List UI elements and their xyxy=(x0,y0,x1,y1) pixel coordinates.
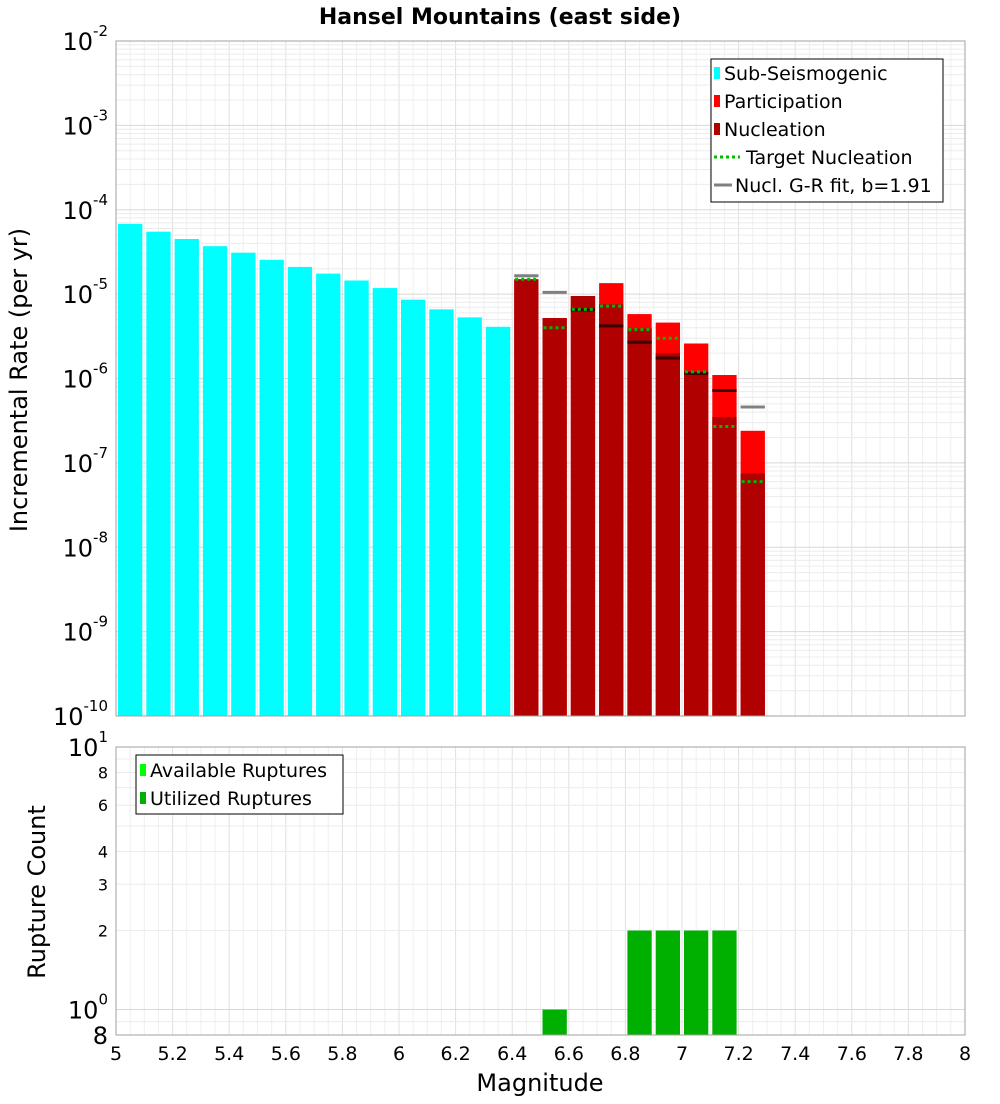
top-y-tick-label: 10-8 xyxy=(62,528,108,562)
x-tick-label: 7 xyxy=(676,1043,688,1065)
bottom-legend-label-0: Available Ruptures xyxy=(150,760,327,782)
top-plot: 10-2 10-3 10-4 10-5 10-6 10-7 10-8 10-9 10-10 Sub… xyxy=(53,22,966,731)
sub-seismogenic-bar xyxy=(344,280,369,716)
top-y-tick-label: 10-4 xyxy=(62,191,108,225)
x-tick-label: 5.4 xyxy=(214,1043,244,1065)
top-y-tick-label: 10-9 xyxy=(62,613,108,647)
top-y-tick-label: 10-6 xyxy=(62,360,108,394)
top-y-tick-label: 10-5 xyxy=(62,275,108,309)
utilized-ruptures-bar xyxy=(627,930,652,1035)
legend-swatch-2 xyxy=(714,123,720,135)
nucleation-bar xyxy=(655,353,680,716)
x-tick-label: 5.8 xyxy=(327,1043,357,1065)
x-tick-label: 7.4 xyxy=(780,1043,810,1065)
utilized-ruptures-bar xyxy=(655,930,680,1035)
x-tick-label: 8 xyxy=(959,1043,971,1065)
bottom-y-tick-label: 3 xyxy=(98,875,108,894)
top-legend: Sub-Seismogenic Participation Nucleation Ta… xyxy=(710,58,944,203)
sub-seismogenic-bar xyxy=(202,246,228,716)
bottom-y-tick-label: 8 xyxy=(98,763,108,782)
top-y-axis-label: Incremental Rate (per yr) xyxy=(5,228,33,532)
sub-seismogenic-bar xyxy=(174,239,199,716)
x-tick-label: 6.6 xyxy=(554,1043,584,1065)
chart-title: Hansel Mountains (east side) xyxy=(319,5,681,30)
nucleation-bar xyxy=(740,473,765,716)
bottom-legend-box xyxy=(135,754,344,815)
bottom-legend-swatch-0 xyxy=(140,764,146,776)
x-tick-label: 6.2 xyxy=(440,1043,470,1065)
legend-swatch-0 xyxy=(714,67,720,79)
sub-seismogenic-bar xyxy=(316,273,341,716)
x-tick-label: 5.6 xyxy=(271,1043,301,1065)
legend-label-3: Target Nucleation xyxy=(745,147,913,169)
bottom-y-tick-label: 2 xyxy=(98,922,108,941)
bottom-y-axis-label: Rupture Count xyxy=(23,805,51,979)
nucleation-bar xyxy=(684,371,709,716)
x-tick-label: 6 xyxy=(393,1043,405,1065)
legend-swatch-1 xyxy=(714,95,720,107)
x-tick-label: 5 xyxy=(110,1043,122,1065)
bottom-y-tick-label: 6 xyxy=(98,796,108,815)
x-tick-label: 6.4 xyxy=(497,1043,527,1065)
x-tick-label: 6.8 xyxy=(610,1043,640,1065)
utilized-ruptures-bar xyxy=(684,930,709,1035)
sub-seismogenic-bar xyxy=(231,252,256,716)
sub-seismogenic-bar xyxy=(485,326,511,716)
bottom-y-tick-label: 101 xyxy=(68,728,108,762)
sub-seismogenic-bar xyxy=(287,266,313,716)
top-y-tick-label: 10-3 xyxy=(62,106,108,140)
utilized-ruptures-bar xyxy=(542,1009,567,1035)
bottom-plot-frame xyxy=(115,746,966,1036)
sub-seismogenic-bar xyxy=(146,231,171,716)
x-tick-label: 7.8 xyxy=(893,1043,923,1065)
sub-seismogenic-bar xyxy=(259,259,284,716)
top-y-tick-label: 10-2 xyxy=(62,22,108,56)
nucleation-bar xyxy=(542,318,567,716)
bottom-y-tick-label: 4 xyxy=(98,842,108,861)
nucleation-bar xyxy=(570,296,596,716)
nucleation-bar xyxy=(627,328,652,716)
utilized-ruptures-bar xyxy=(712,930,737,1035)
bottom-y-tick-label: 8 xyxy=(93,1022,108,1050)
bottom-y-tick-label: 100 xyxy=(68,991,108,1025)
top-plot-frame xyxy=(115,40,966,717)
x-tick-label: 5.2 xyxy=(157,1043,187,1065)
nucleation-bar xyxy=(599,304,624,716)
nucleation-bar xyxy=(514,279,539,716)
sub-seismogenic-bar xyxy=(118,223,143,716)
bottom-legend: Available Ruptures Utilized Ruptures xyxy=(135,754,344,815)
x-tick-label: 7.6 xyxy=(837,1043,867,1065)
sub-seismogenic-bar xyxy=(372,288,397,716)
sub-seismogenic-bar xyxy=(429,309,454,716)
bottom-legend-label-1: Utilized Ruptures xyxy=(150,788,312,810)
legend-label-4: Nucl. G-R fit, b=1.91 xyxy=(735,175,932,197)
legend-label-1: Participation xyxy=(724,91,843,113)
legend-label-2: Nucleation xyxy=(724,119,826,141)
x-tick-label: 7.2 xyxy=(723,1043,753,1065)
x-axis-label: Magnitude xyxy=(476,1069,603,1097)
top-y-tick-label: 10-10 xyxy=(53,697,108,731)
top-legend-box xyxy=(710,58,944,203)
nucleation-bar xyxy=(712,416,737,716)
legend-label-0: Sub-Seismogenic xyxy=(724,63,888,85)
top-y-tick-label: 10-7 xyxy=(62,444,108,478)
bottom-legend-swatch-1 xyxy=(140,792,146,804)
sub-seismogenic-bar xyxy=(401,299,426,716)
sub-seismogenic-bar xyxy=(457,317,482,716)
